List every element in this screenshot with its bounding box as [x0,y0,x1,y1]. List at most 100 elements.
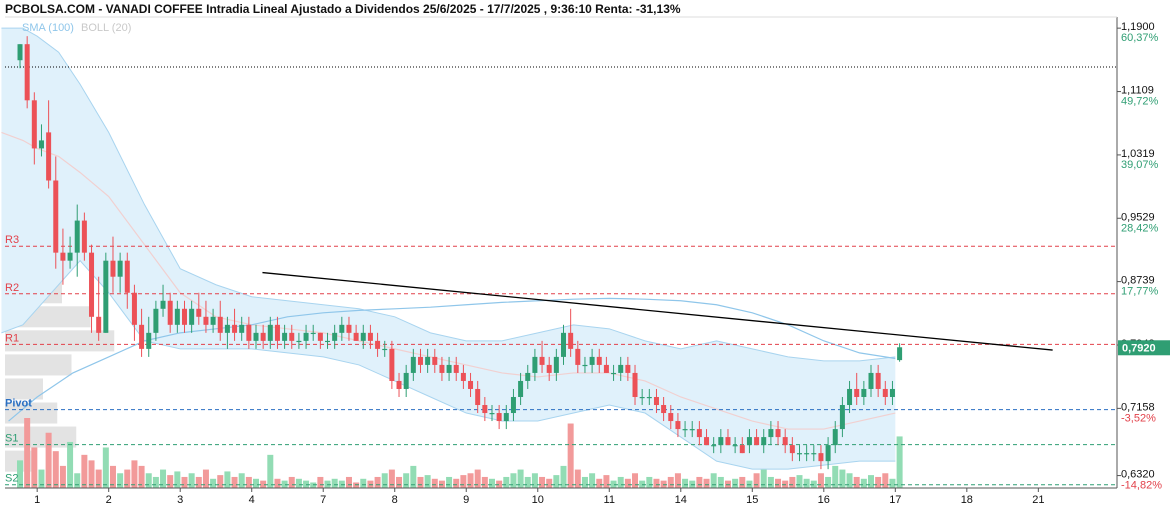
candle-body [203,316,209,325]
candle [532,348,538,381]
volume-bar [174,471,181,488]
candle-body [367,332,373,341]
candle-body [317,332,323,341]
volume-bar [388,469,395,488]
candle-body [754,437,760,446]
candle [861,380,867,406]
volume-bar [67,441,74,488]
candle [153,300,159,341]
y-tick-label: 0,8739 [1121,275,1155,287]
volume-bar [739,476,746,488]
candle-body [67,252,73,261]
volume-bar [860,478,867,488]
candle [81,212,87,261]
candle [174,300,180,333]
candle-body [596,356,602,365]
candle-body [553,356,559,373]
last-price-label: 0,7920 [1122,342,1156,354]
candle [24,36,30,109]
candle [639,388,645,406]
candle [332,324,338,349]
volume-bar [88,460,95,488]
candle-body [410,356,416,373]
volume-bar [145,473,152,488]
candle-body [625,364,631,373]
volume-bar [195,476,202,488]
volume-bar [317,476,324,488]
candle [518,372,524,406]
candle-body [81,220,87,253]
volume-bar [825,476,832,488]
candle-body [496,413,502,422]
candle-body [117,260,123,277]
candle [503,405,509,430]
candle [325,332,331,349]
candle-body [267,324,273,341]
candle [568,308,574,357]
chart-frame [5,16,1118,489]
level-label-pivot: Pivot [5,398,32,410]
legend-boll[interactable]: BOLL (20) [81,22,132,34]
volume-bar [574,469,581,488]
volume-bar [131,460,138,488]
candle-body [432,356,438,365]
candle-body [46,132,52,181]
candle [210,308,216,333]
bollinger-middle [1,131,896,430]
y-tick-pct: 39,07% [1121,159,1159,171]
y-tick-label: 1,1109 [1121,85,1154,97]
candle-body [189,308,195,325]
candle-body [639,396,645,399]
profile-bar [5,378,43,400]
candle-body [847,388,853,406]
volume-bar [589,473,596,488]
candle-body [260,332,266,341]
candle [682,421,688,438]
volume-bar [59,465,66,488]
candle [875,364,881,397]
candle-body [246,324,252,341]
candle [189,300,195,333]
y-tick-label: 0,7158 [1121,401,1155,413]
volume-bar [360,478,367,488]
x-tick-label: 3 [177,494,183,506]
volume-bar [274,478,281,488]
candle [253,324,259,349]
volume-bar [882,473,889,488]
bollinger-bands [1,27,896,470]
candle [854,372,860,406]
candle-body [889,388,895,397]
candle [889,380,895,406]
candle [761,429,767,454]
volume-bar [424,475,431,488]
x-tick-label: 21 [1032,494,1044,506]
candle-body [382,348,388,351]
volume-bar [474,469,481,488]
candle [832,421,838,454]
candle [46,100,52,189]
candle-body [718,437,724,446]
volume-bar [295,478,302,488]
volume-bar [431,478,438,488]
x-tick-label: 10 [532,494,544,506]
pivot-levels: R3 R2 R1 Pivot S1 S2 [5,66,1117,486]
candle-body [38,140,44,149]
candle-body [661,405,667,414]
candle [274,316,280,349]
candle-body [74,220,80,253]
volume-bar [531,473,538,488]
candle-body [761,437,767,446]
candle [482,396,488,422]
candle [317,332,323,349]
candle-body [131,292,137,325]
volume-bar [81,454,88,488]
candle-body [89,252,95,317]
legend-sma[interactable]: SMA (100) [22,22,74,34]
profile-bar [5,354,72,376]
candle [589,348,595,373]
volume-bar [896,436,903,488]
candle-body [360,332,366,341]
x-tick-label: 8 [392,494,398,506]
volume-bar [653,478,660,488]
volume-bar [102,447,109,488]
